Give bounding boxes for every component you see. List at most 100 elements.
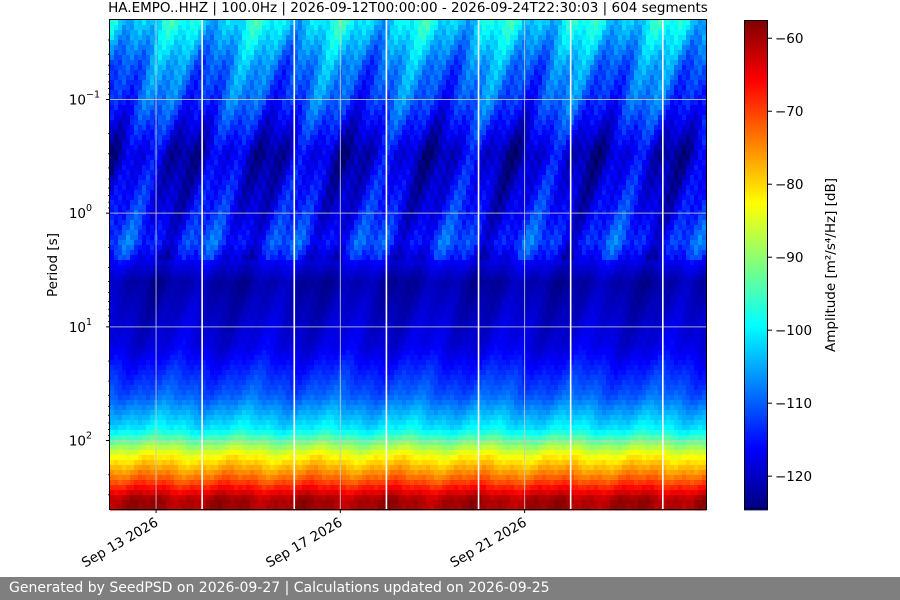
heatmap-cell: [126, 100, 131, 106]
heatmap-cell: [190, 145, 195, 151]
heatmap-cell: [206, 505, 211, 511]
heatmap-cell: [310, 410, 315, 416]
heatmap-cell: [134, 240, 139, 246]
heatmap-cell: [202, 205, 207, 211]
heatmap-cell: [306, 455, 311, 461]
heatmap-cell: [274, 295, 279, 301]
heatmap-cell: [174, 50, 179, 56]
heatmap-cell: [162, 165, 167, 171]
heatmap-cell: [270, 235, 275, 241]
heatmap-cell: [190, 240, 195, 246]
heatmap-cell: [306, 310, 311, 316]
heatmap-cell: [278, 345, 283, 351]
heatmap-cell: [186, 280, 191, 286]
heatmap-cell: [282, 475, 287, 481]
heatmap-cell: [150, 120, 155, 126]
heatmap-cell: [182, 195, 187, 201]
heatmap-cell: [210, 465, 215, 471]
heatmap-cell: [286, 180, 291, 186]
heatmap-cell: [242, 100, 247, 106]
heatmap-cell: [122, 300, 127, 306]
heatmap-cell: [250, 250, 255, 256]
heatmap-cell: [222, 200, 227, 206]
heatmap-cell: [186, 460, 191, 466]
heatmap-cell: [206, 275, 211, 281]
heatmap-cell: [302, 290, 307, 296]
heatmap-cell: [298, 225, 303, 231]
heatmap-cell: [214, 110, 219, 116]
heatmap-cell: [226, 290, 231, 296]
heatmap-cell: [214, 160, 219, 166]
heatmap-cell: [146, 375, 151, 381]
heatmap-cell: [226, 280, 231, 286]
heatmap-cell: [134, 320, 139, 326]
heatmap-cell: [230, 465, 235, 471]
heatmap-cell: [214, 185, 219, 191]
heatmap-cell: [310, 30, 315, 36]
heatmap-cell: [270, 360, 275, 366]
heatmap-cell: [158, 275, 163, 281]
heatmap-cell: [222, 80, 227, 86]
heatmap-cell: [242, 340, 247, 346]
heatmap-cell: [250, 190, 255, 196]
heatmap-cell: [118, 65, 123, 71]
heatmap-cell: [186, 230, 191, 236]
heatmap-cell: [310, 490, 315, 496]
heatmap-cell: [246, 390, 251, 396]
heatmap-cell: [226, 20, 231, 26]
heatmap-cell: [274, 70, 279, 76]
heatmap-cell: [294, 500, 299, 506]
heatmap-cell: [226, 420, 231, 426]
heatmap-cell: [234, 420, 239, 426]
heatmap-cell: [142, 480, 147, 486]
heatmap-cell: [182, 155, 187, 161]
heatmap-cell: [266, 275, 271, 281]
heatmap-cell: [146, 485, 151, 491]
heatmap-cell: [134, 275, 139, 281]
heatmap-cell: [282, 390, 287, 396]
heatmap-cell: [286, 140, 291, 146]
heatmap-cell: [222, 345, 227, 351]
heatmap-cell: [182, 370, 187, 376]
heatmap-cell: [122, 65, 127, 71]
heatmap-cell: [282, 470, 287, 476]
heatmap-cell: [178, 105, 183, 111]
heatmap-cell: [170, 190, 175, 196]
heatmap-cell: [114, 435, 119, 441]
heatmap-cell: [266, 290, 271, 296]
heatmap-cell: [214, 45, 219, 51]
heatmap-cell: [270, 475, 275, 481]
heatmap-cell: [302, 105, 307, 111]
heatmap-cell: [262, 80, 267, 86]
heatmap-cell: [278, 200, 283, 206]
heatmap-cell: [250, 170, 255, 176]
heatmap-cell: [294, 120, 299, 126]
heatmap-cell: [290, 385, 295, 391]
heatmap-cell: [294, 240, 299, 246]
heatmap-cell: [278, 90, 283, 96]
heatmap-cell: [194, 135, 199, 141]
heatmap-cell: [138, 350, 143, 356]
heatmap-cell: [290, 330, 295, 336]
heatmap-cell: [234, 115, 239, 121]
heatmap-cell: [302, 470, 307, 476]
heatmap-cell: [210, 150, 215, 156]
heatmap-cell: [190, 80, 195, 86]
heatmap-cell: [186, 290, 191, 296]
heatmap-cell: [202, 395, 207, 401]
heatmap-cell: [298, 150, 303, 156]
heatmap-cell: [150, 70, 155, 76]
heatmap-cell: [242, 445, 247, 451]
heatmap-cell: [214, 370, 219, 376]
heatmap-cell: [126, 270, 131, 276]
heatmap-cell: [258, 335, 263, 341]
heatmap-cell: [222, 145, 227, 151]
heatmap-cell: [170, 500, 175, 506]
heatmap-cell: [166, 500, 171, 506]
heatmap-cell: [162, 450, 167, 456]
heatmap-cell: [142, 230, 147, 236]
heatmap-cell: [262, 100, 267, 106]
heatmap-cell: [198, 85, 203, 91]
heatmap-cell: [190, 65, 195, 71]
heatmap-cell: [258, 265, 263, 271]
